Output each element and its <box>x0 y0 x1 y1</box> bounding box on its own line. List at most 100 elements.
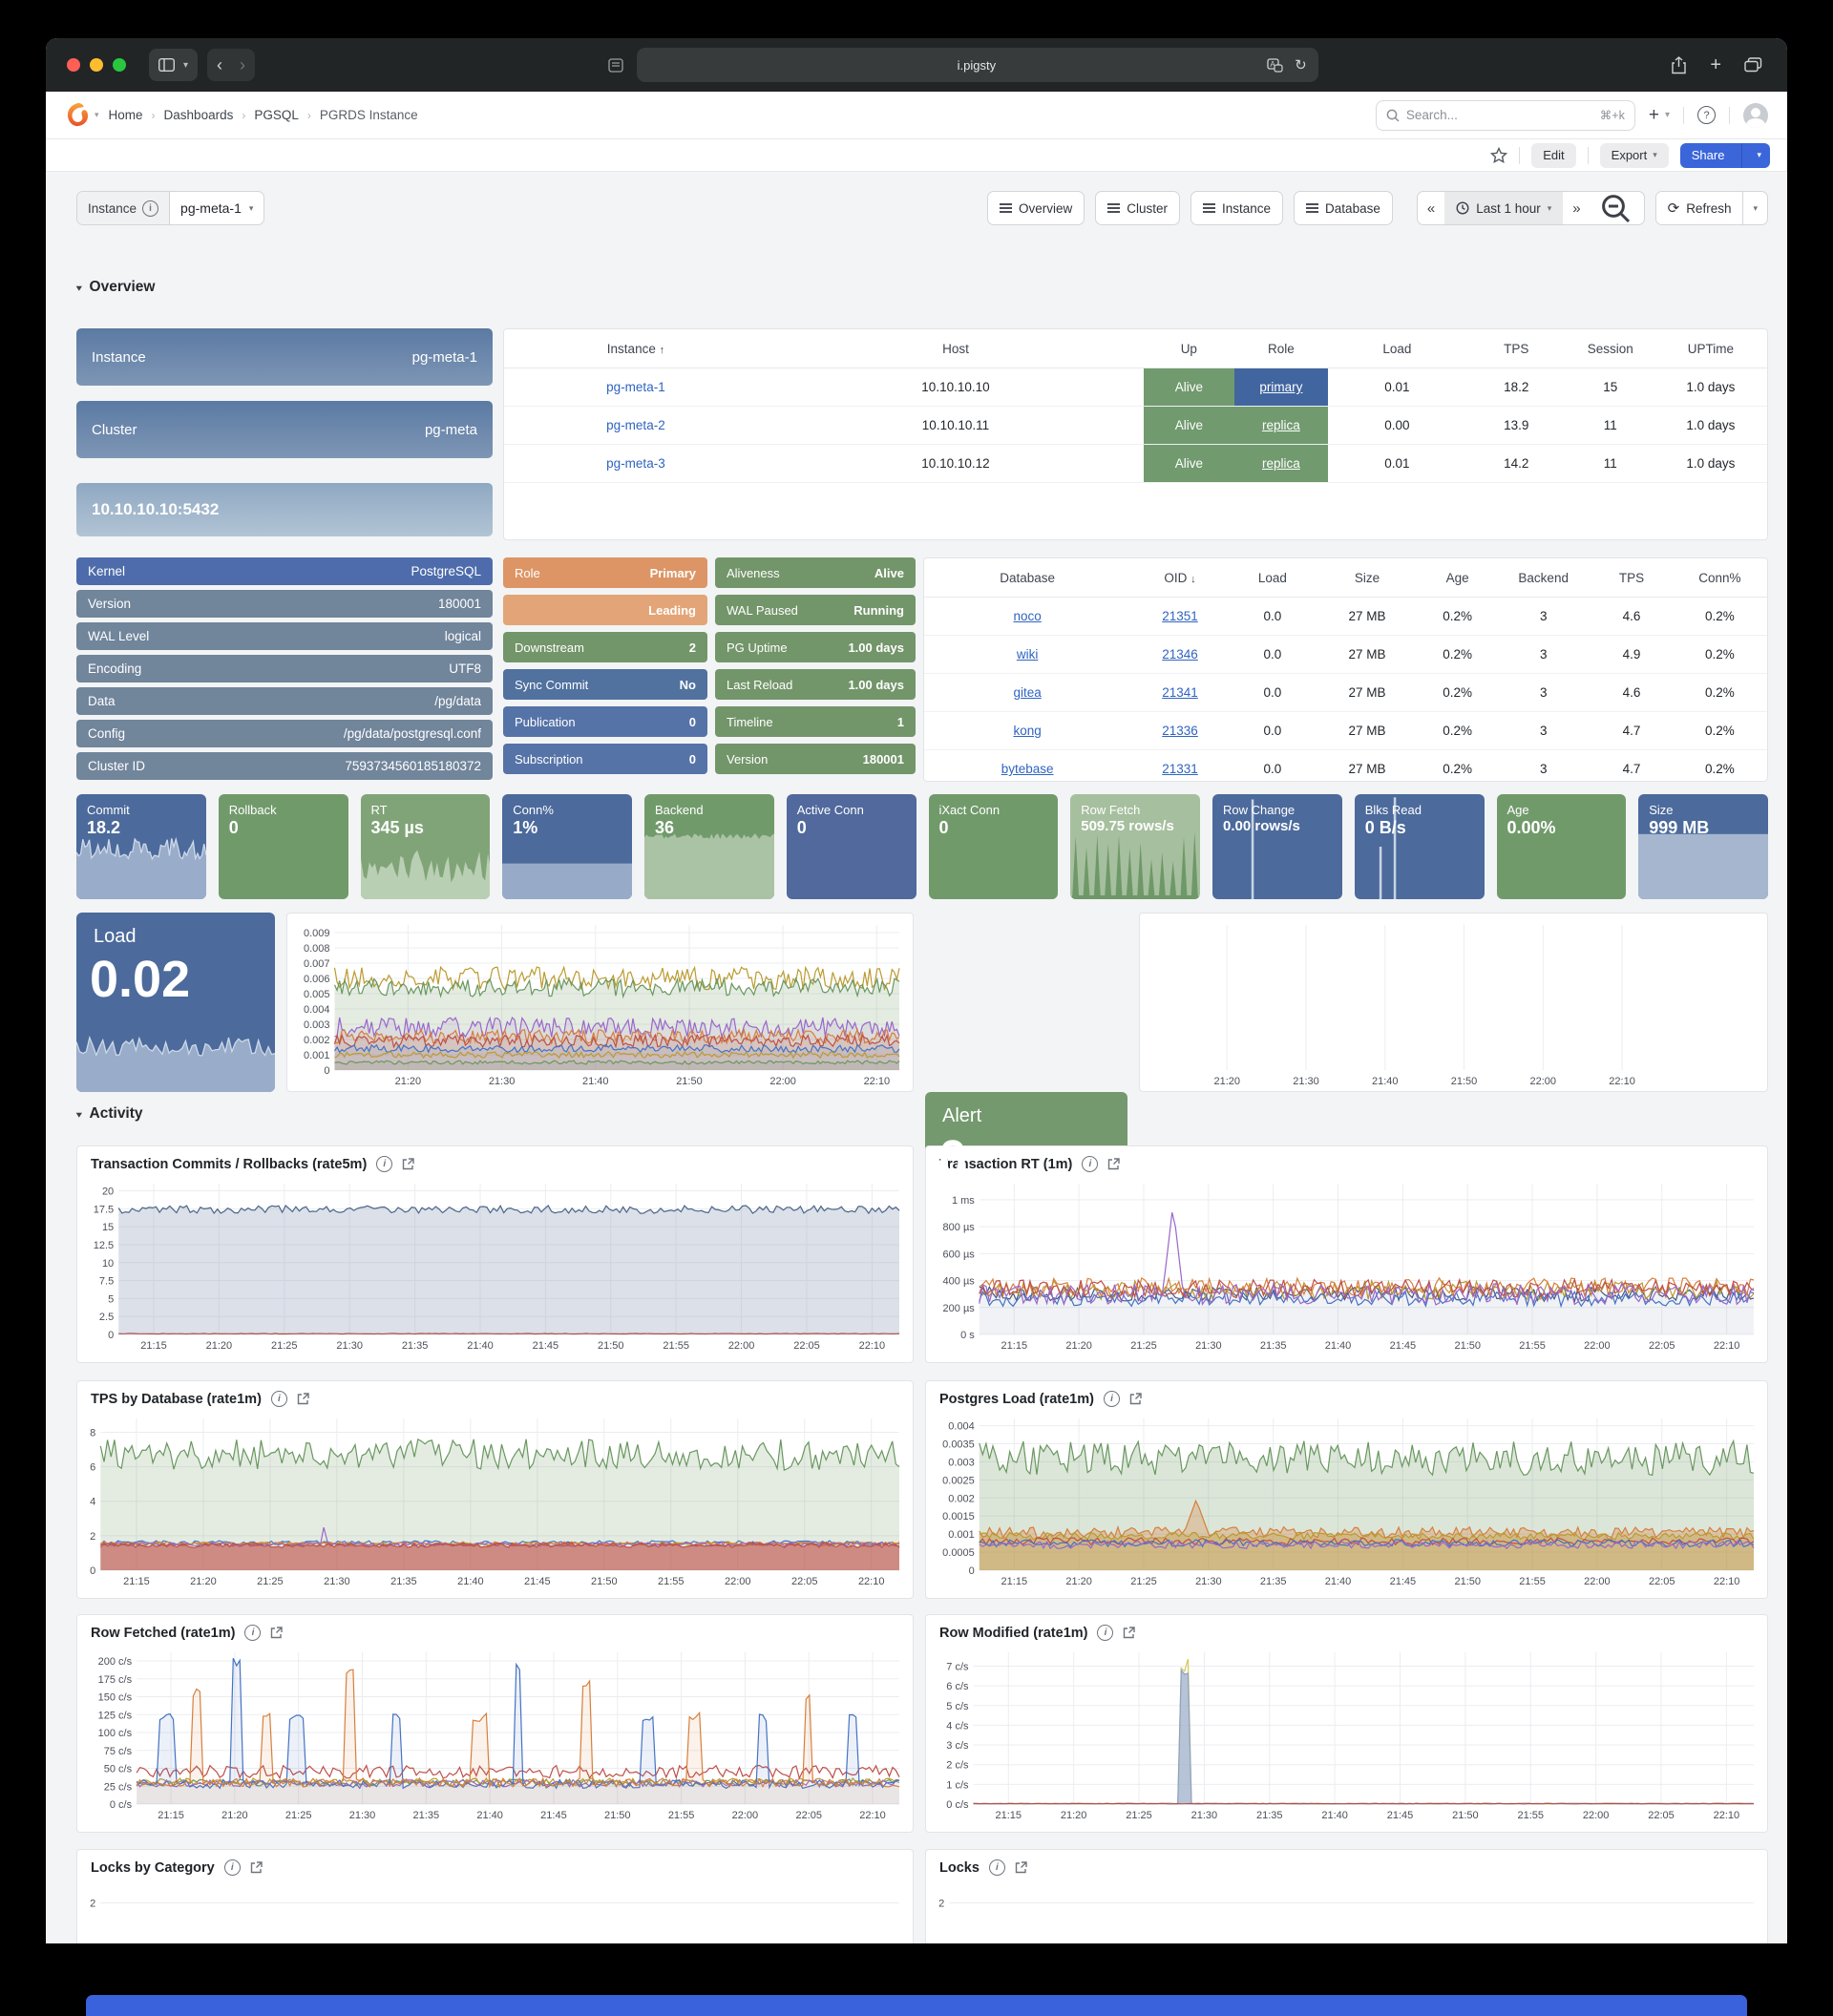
stat-tile-size[interactable]: Size 999 MB <box>1638 794 1768 899</box>
tab-overview-icon[interactable] <box>1744 57 1762 73</box>
share-dropdown-icon[interactable]: ▾ <box>1757 150 1761 159</box>
grafana-logo-icon[interactable] <box>65 102 91 128</box>
url-bar[interactable]: i.pigsty A ↻ <box>636 48 1318 82</box>
stat-tile-rt[interactable]: RT 345 µs <box>360 794 491 899</box>
commits-chart[interactable]: 21:15 21:20 21:25 21:30 21:35 21:40 21:45 21:50… <box>85 1178 903 1352</box>
info-icon[interactable]: i <box>1082 1156 1099 1172</box>
alert-chart[interactable]: 21:20 21:30 21:40 21:50 22:00 22:10 <box>1148 919 1758 1087</box>
column-header[interactable]: Host <box>767 329 1145 368</box>
load-chart[interactable]: 21:20 21:30 21:40 21:50 22:00 22:10 0.009 0.008… <box>295 919 903 1087</box>
add-chevron-icon[interactable]: ▾ <box>1664 110 1670 120</box>
info-icon[interactable]: i <box>376 1156 393 1172</box>
column-header[interactable]: Load <box>1229 558 1316 598</box>
external-link-icon[interactable] <box>1129 1393 1142 1405</box>
stat-tile-row-fetch[interactable]: Row Fetch 509.75 rows/s <box>1070 794 1200 899</box>
stat-tile-row-change[interactable]: Row Change 0.00 rows/s <box>1212 794 1342 899</box>
database-link[interactable]: bytebase <box>1001 762 1054 776</box>
column-header[interactable]: Size <box>1315 558 1420 598</box>
org-switcher-chevron-icon[interactable]: ▾ <box>95 110 99 119</box>
breadcrumb-dashboards[interactable]: Dashboards <box>163 108 234 122</box>
link-overview[interactable]: Overview <box>986 191 1085 225</box>
time-shift-back-button[interactable]: « <box>1426 200 1436 217</box>
oid-link[interactable]: 21341 <box>1162 685 1198 700</box>
oid-link[interactable]: 21351 <box>1162 609 1198 623</box>
info-icon[interactable]: i <box>988 1859 1005 1876</box>
stat-tile-rollback[interactable]: Rollback 0 <box>218 794 348 899</box>
stat-tile-backend[interactable]: Backend 36 <box>644 794 774 899</box>
stat-tile-blks-read[interactable]: Blks Read 0 B/s <box>1354 794 1485 899</box>
role-badge[interactable]: replica <box>1233 407 1329 444</box>
rowfetched-chart[interactable]: 21:15 21:20 21:25 21:30 21:35 21:40 21:45 21:50… <box>85 1647 903 1821</box>
add-icon[interactable]: + <box>1648 104 1659 125</box>
forward-button[interactable]: › <box>240 54 246 74</box>
stat-tile-age[interactable]: Age 0.00% <box>1496 794 1627 899</box>
column-header[interactable]: UPTime <box>1654 329 1767 368</box>
avatar[interactable] <box>1743 102 1768 128</box>
minimize-window-button[interactable] <box>90 58 103 72</box>
star-icon[interactable] <box>1490 146 1508 164</box>
help-icon[interactable]: ? <box>1697 106 1716 124</box>
export-button[interactable]: Export ▾ <box>1599 142 1669 168</box>
column-header[interactable]: Session <box>1566 329 1654 368</box>
rt-chart[interactable]: 21:15 21:20 21:25 21:30 21:35 21:40 21:45 21:50… <box>934 1178 1758 1352</box>
info-icon[interactable]: i <box>244 1625 262 1641</box>
column-header[interactable]: Instance ↑ <box>504 329 768 368</box>
zoom-out-icon[interactable] <box>1591 192 1644 224</box>
column-header[interactable]: Up <box>1144 329 1234 368</box>
column-header[interactable]: TPS <box>1591 558 1673 598</box>
database-link[interactable]: noco <box>1013 609 1042 623</box>
info-icon[interactable]: i <box>1103 1391 1120 1407</box>
rowmodified-chart[interactable]: 21:15 21:20 21:25 21:30 21:35 21:40 21:45 21:50… <box>934 1647 1758 1821</box>
time-shift-forward-button[interactable]: » <box>1572 200 1581 217</box>
external-link-icon[interactable] <box>1107 1158 1121 1170</box>
external-link-icon[interactable] <box>1015 1861 1027 1874</box>
column-header[interactable]: Backend <box>1496 558 1591 598</box>
link-instance[interactable]: Instance <box>1190 191 1284 225</box>
role-badge[interactable]: primary <box>1233 368 1329 406</box>
new-tab-icon[interactable]: + <box>1710 53 1721 75</box>
translate-icon[interactable]: A <box>1267 57 1283 73</box>
breadcrumb-home[interactable]: Home <box>108 108 143 122</box>
reload-icon[interactable]: ↻ <box>1295 57 1307 74</box>
pgload-chart[interactable]: 21:15 21:20 21:25 21:30 21:35 21:40 21:45 21:50… <box>934 1413 1758 1587</box>
oid-link[interactable]: 21346 <box>1162 647 1198 662</box>
database-link[interactable]: wiki <box>1016 647 1039 662</box>
refresh-button[interactable]: ⟳ Refresh <box>1655 192 1743 224</box>
instance-link[interactable]: pg-meta-2 <box>606 418 665 432</box>
locks-chart[interactable]: 21 <box>934 1881 1758 1943</box>
sidebar-toggle-button[interactable]: ▾ <box>149 49 199 81</box>
stat-tile-active-conn[interactable]: Active Conn 0 <box>786 794 916 899</box>
info-icon[interactable]: i <box>1097 1625 1114 1641</box>
time-range-picker[interactable]: Last 1 hour ▾ <box>1444 192 1564 224</box>
stat-tile-commit[interactable]: Commit 18.2 <box>76 794 206 899</box>
column-header[interactable]: OID ↓ <box>1130 558 1230 598</box>
column-header[interactable]: Age <box>1419 558 1497 598</box>
link-database[interactable]: Database <box>1294 191 1393 225</box>
instance-link[interactable]: pg-meta-3 <box>606 456 665 471</box>
tps-chart[interactable]: 21:15 21:20 21:25 21:30 21:35 21:40 21:45 21:50… <box>85 1413 903 1587</box>
locks-category-chart[interactable]: 21 <box>85 1881 903 1943</box>
search-input[interactable]: Search... ⌘+k <box>1375 99 1635 131</box>
column-header[interactable]: Role <box>1233 329 1329 368</box>
database-link[interactable]: kong <box>1013 724 1042 738</box>
instance-variable-picker[interactable]: Instance i pg-meta-1 ▾ <box>76 191 265 225</box>
external-link-icon[interactable] <box>1123 1627 1136 1639</box>
column-header[interactable]: Conn% <box>1672 558 1767 598</box>
external-link-icon[interactable] <box>297 1393 309 1405</box>
column-header[interactable]: TPS <box>1465 329 1567 368</box>
close-window-button[interactable] <box>67 58 80 72</box>
stat-tile-ixact-conn[interactable]: iXact Conn 0 <box>928 794 1059 899</box>
zoom-window-button[interactable] <box>113 58 126 72</box>
back-button[interactable]: ‹ <box>217 54 223 74</box>
info-icon[interactable]: i <box>223 1859 241 1876</box>
section-activity[interactable]: ▾ Activity <box>76 1105 143 1122</box>
role-badge[interactable]: replica <box>1233 445 1329 482</box>
link-cluster[interactable]: Cluster <box>1095 191 1180 225</box>
oid-link[interactable]: 21336 <box>1162 724 1198 738</box>
column-header[interactable]: Database <box>924 558 1131 598</box>
refresh-interval-dropdown[interactable]: ▾ <box>1753 202 1758 213</box>
column-header[interactable]: Load <box>1328 329 1466 368</box>
external-link-icon[interactable] <box>250 1861 263 1874</box>
share-icon[interactable] <box>1671 55 1687 74</box>
section-overview[interactable]: ▾ Overview <box>76 279 156 295</box>
